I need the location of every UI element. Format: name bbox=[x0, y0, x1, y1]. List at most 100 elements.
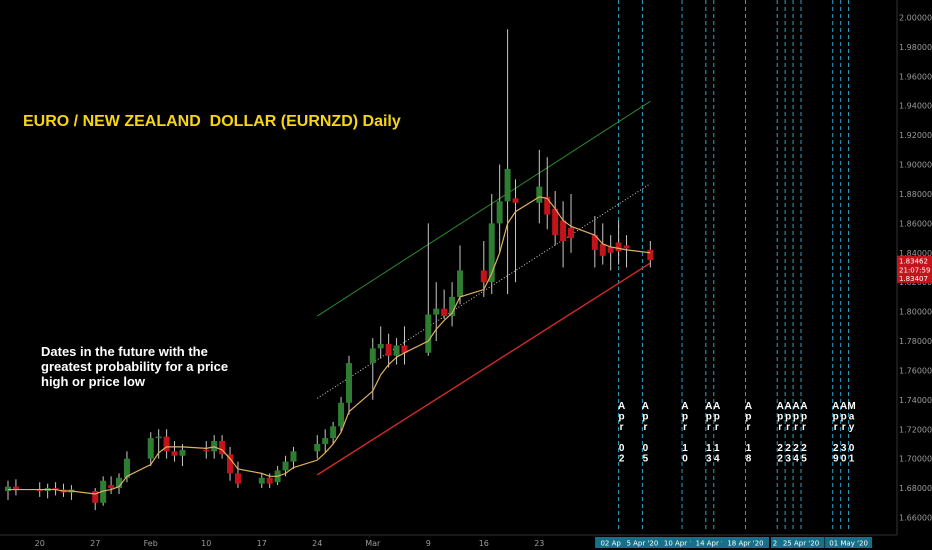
forecast-label-char: 1 bbox=[682, 443, 688, 454]
candle-body bbox=[52, 488, 59, 490]
forecast-label-char: r bbox=[778, 422, 782, 433]
candle-body bbox=[449, 296, 456, 317]
moving-average bbox=[8, 196, 651, 495]
candle-body bbox=[219, 441, 226, 455]
chart-annotation: Dates in the future with the greatest pr… bbox=[41, 344, 229, 389]
date-tag-background bbox=[825, 537, 873, 548]
candle-body bbox=[203, 449, 210, 452]
time-tick-label: 16 bbox=[479, 539, 489, 548]
forecast-label-char: p bbox=[619, 412, 625, 423]
forecast-label-char: r bbox=[707, 422, 711, 433]
forecast-label-char: p bbox=[706, 412, 712, 423]
candle-body bbox=[544, 196, 551, 215]
candle-body bbox=[92, 491, 99, 503]
forecast-label-char: A bbox=[642, 401, 649, 412]
forecast-label-char: 2 bbox=[785, 443, 791, 454]
forecast-label-char: r bbox=[786, 422, 790, 433]
forecast-date-lines bbox=[618, 0, 850, 532]
time-tick-label: 10 bbox=[201, 539, 211, 548]
date-tag-label: 01 May '20 bbox=[829, 540, 868, 548]
candle-body bbox=[496, 201, 503, 224]
date-tag-label: 22 bbox=[773, 540, 782, 548]
forecast-label-char: A bbox=[800, 401, 807, 412]
forecast-label-char: r bbox=[794, 422, 798, 433]
forecast-label-char: 0 bbox=[619, 443, 625, 454]
date-tag-background bbox=[777, 537, 825, 548]
candle-body bbox=[568, 227, 575, 239]
candle-body bbox=[512, 198, 519, 203]
forecast-label-char: 0 bbox=[849, 443, 855, 454]
price-tag-background bbox=[897, 255, 932, 266]
candle-body bbox=[607, 246, 614, 253]
candle-body bbox=[369, 348, 376, 364]
forecast-label-char: A bbox=[832, 401, 839, 412]
forecast-label-char: 4 bbox=[793, 454, 799, 465]
forecast-label-char: A bbox=[618, 401, 625, 412]
candle-body bbox=[12, 486, 19, 490]
forecast-label-char: 1 bbox=[849, 454, 855, 465]
date-tag-background bbox=[621, 537, 664, 548]
candle-body bbox=[330, 426, 337, 439]
forecast-label-char: 5 bbox=[643, 454, 649, 465]
date-tag-background bbox=[770, 537, 784, 548]
candle-body bbox=[457, 270, 464, 297]
price-tick-label: 1.80000 bbox=[899, 308, 932, 317]
forecast-label-char: p bbox=[745, 412, 751, 423]
forecast-label-char: 9 bbox=[833, 454, 839, 465]
forecast-label-char: 3 bbox=[706, 454, 712, 465]
candle-body bbox=[433, 308, 440, 315]
forecast-label-char: 4 bbox=[714, 454, 720, 465]
price-tick-label: 1.74000 bbox=[899, 396, 932, 405]
candle-body bbox=[227, 454, 234, 474]
candle-body bbox=[116, 477, 123, 489]
candle-body bbox=[552, 208, 559, 236]
forecast-date-labels: Apr02Apr05Apr10Apr13Apr14Apr18Apr22Apr23… bbox=[618, 401, 856, 465]
forecast-label-char: A bbox=[713, 401, 720, 412]
forecast-label-char: 1 bbox=[714, 443, 720, 454]
moving-average-line bbox=[8, 196, 651, 495]
price-tick-label: 1.76000 bbox=[899, 366, 932, 375]
forecast-label-char: y bbox=[849, 422, 855, 433]
candle-body bbox=[290, 451, 297, 462]
candle-body bbox=[100, 480, 107, 503]
candle-body bbox=[314, 443, 321, 452]
time-tick-label: 27 bbox=[90, 539, 100, 548]
forecast-label-char: p bbox=[682, 412, 688, 423]
time-tick-label: Mar bbox=[365, 539, 381, 548]
price-tick-label: 1.66000 bbox=[899, 514, 932, 523]
time-axis[interactable]: 20 27 Feb 10 17 24 Mar 9 16 23 02 Apr '205 Apr '20… bbox=[0, 534, 932, 550]
support-line bbox=[316, 262, 651, 476]
time-tick-label: 23 bbox=[534, 539, 544, 548]
chart-title: EURO / NEW ZEALAND DOLLAR (EURNZD) Daily bbox=[23, 113, 401, 130]
forecast-label-char: 8 bbox=[746, 454, 752, 465]
forecast-label-char: r bbox=[620, 422, 624, 433]
price-tick-label: 1.96000 bbox=[899, 72, 932, 81]
candle-body bbox=[338, 402, 345, 427]
forecast-label-char: 2 bbox=[793, 443, 799, 454]
date-tag-background bbox=[690, 537, 738, 548]
date-tag-label: 5 Apr '20 bbox=[626, 540, 658, 548]
forecast-label-char: A bbox=[840, 401, 847, 412]
forecast-label-char: r bbox=[842, 422, 846, 433]
candle-body bbox=[441, 308, 448, 317]
forecast-label-char: A bbox=[785, 401, 792, 412]
forecast-label-char: A bbox=[792, 401, 799, 412]
price-tag-label: 1.83462 bbox=[899, 258, 928, 266]
candle-body bbox=[385, 343, 392, 356]
forecast-label-char: 2 bbox=[619, 454, 625, 465]
forecast-label-char: 2 bbox=[777, 443, 783, 454]
candle-body bbox=[36, 489, 43, 492]
candle-body bbox=[108, 485, 115, 489]
candle-body bbox=[425, 314, 432, 353]
candle-body bbox=[504, 168, 511, 202]
forecast-label-char: 2 bbox=[777, 454, 783, 465]
price-tag-label: 1.83407 bbox=[899, 275, 928, 283]
candle-body bbox=[599, 243, 606, 256]
time-tick-label: 9 bbox=[426, 539, 431, 548]
price-tag-background bbox=[897, 272, 932, 283]
forecast-label-char: 1 bbox=[706, 443, 712, 454]
forecast-label-char: r bbox=[747, 422, 751, 433]
